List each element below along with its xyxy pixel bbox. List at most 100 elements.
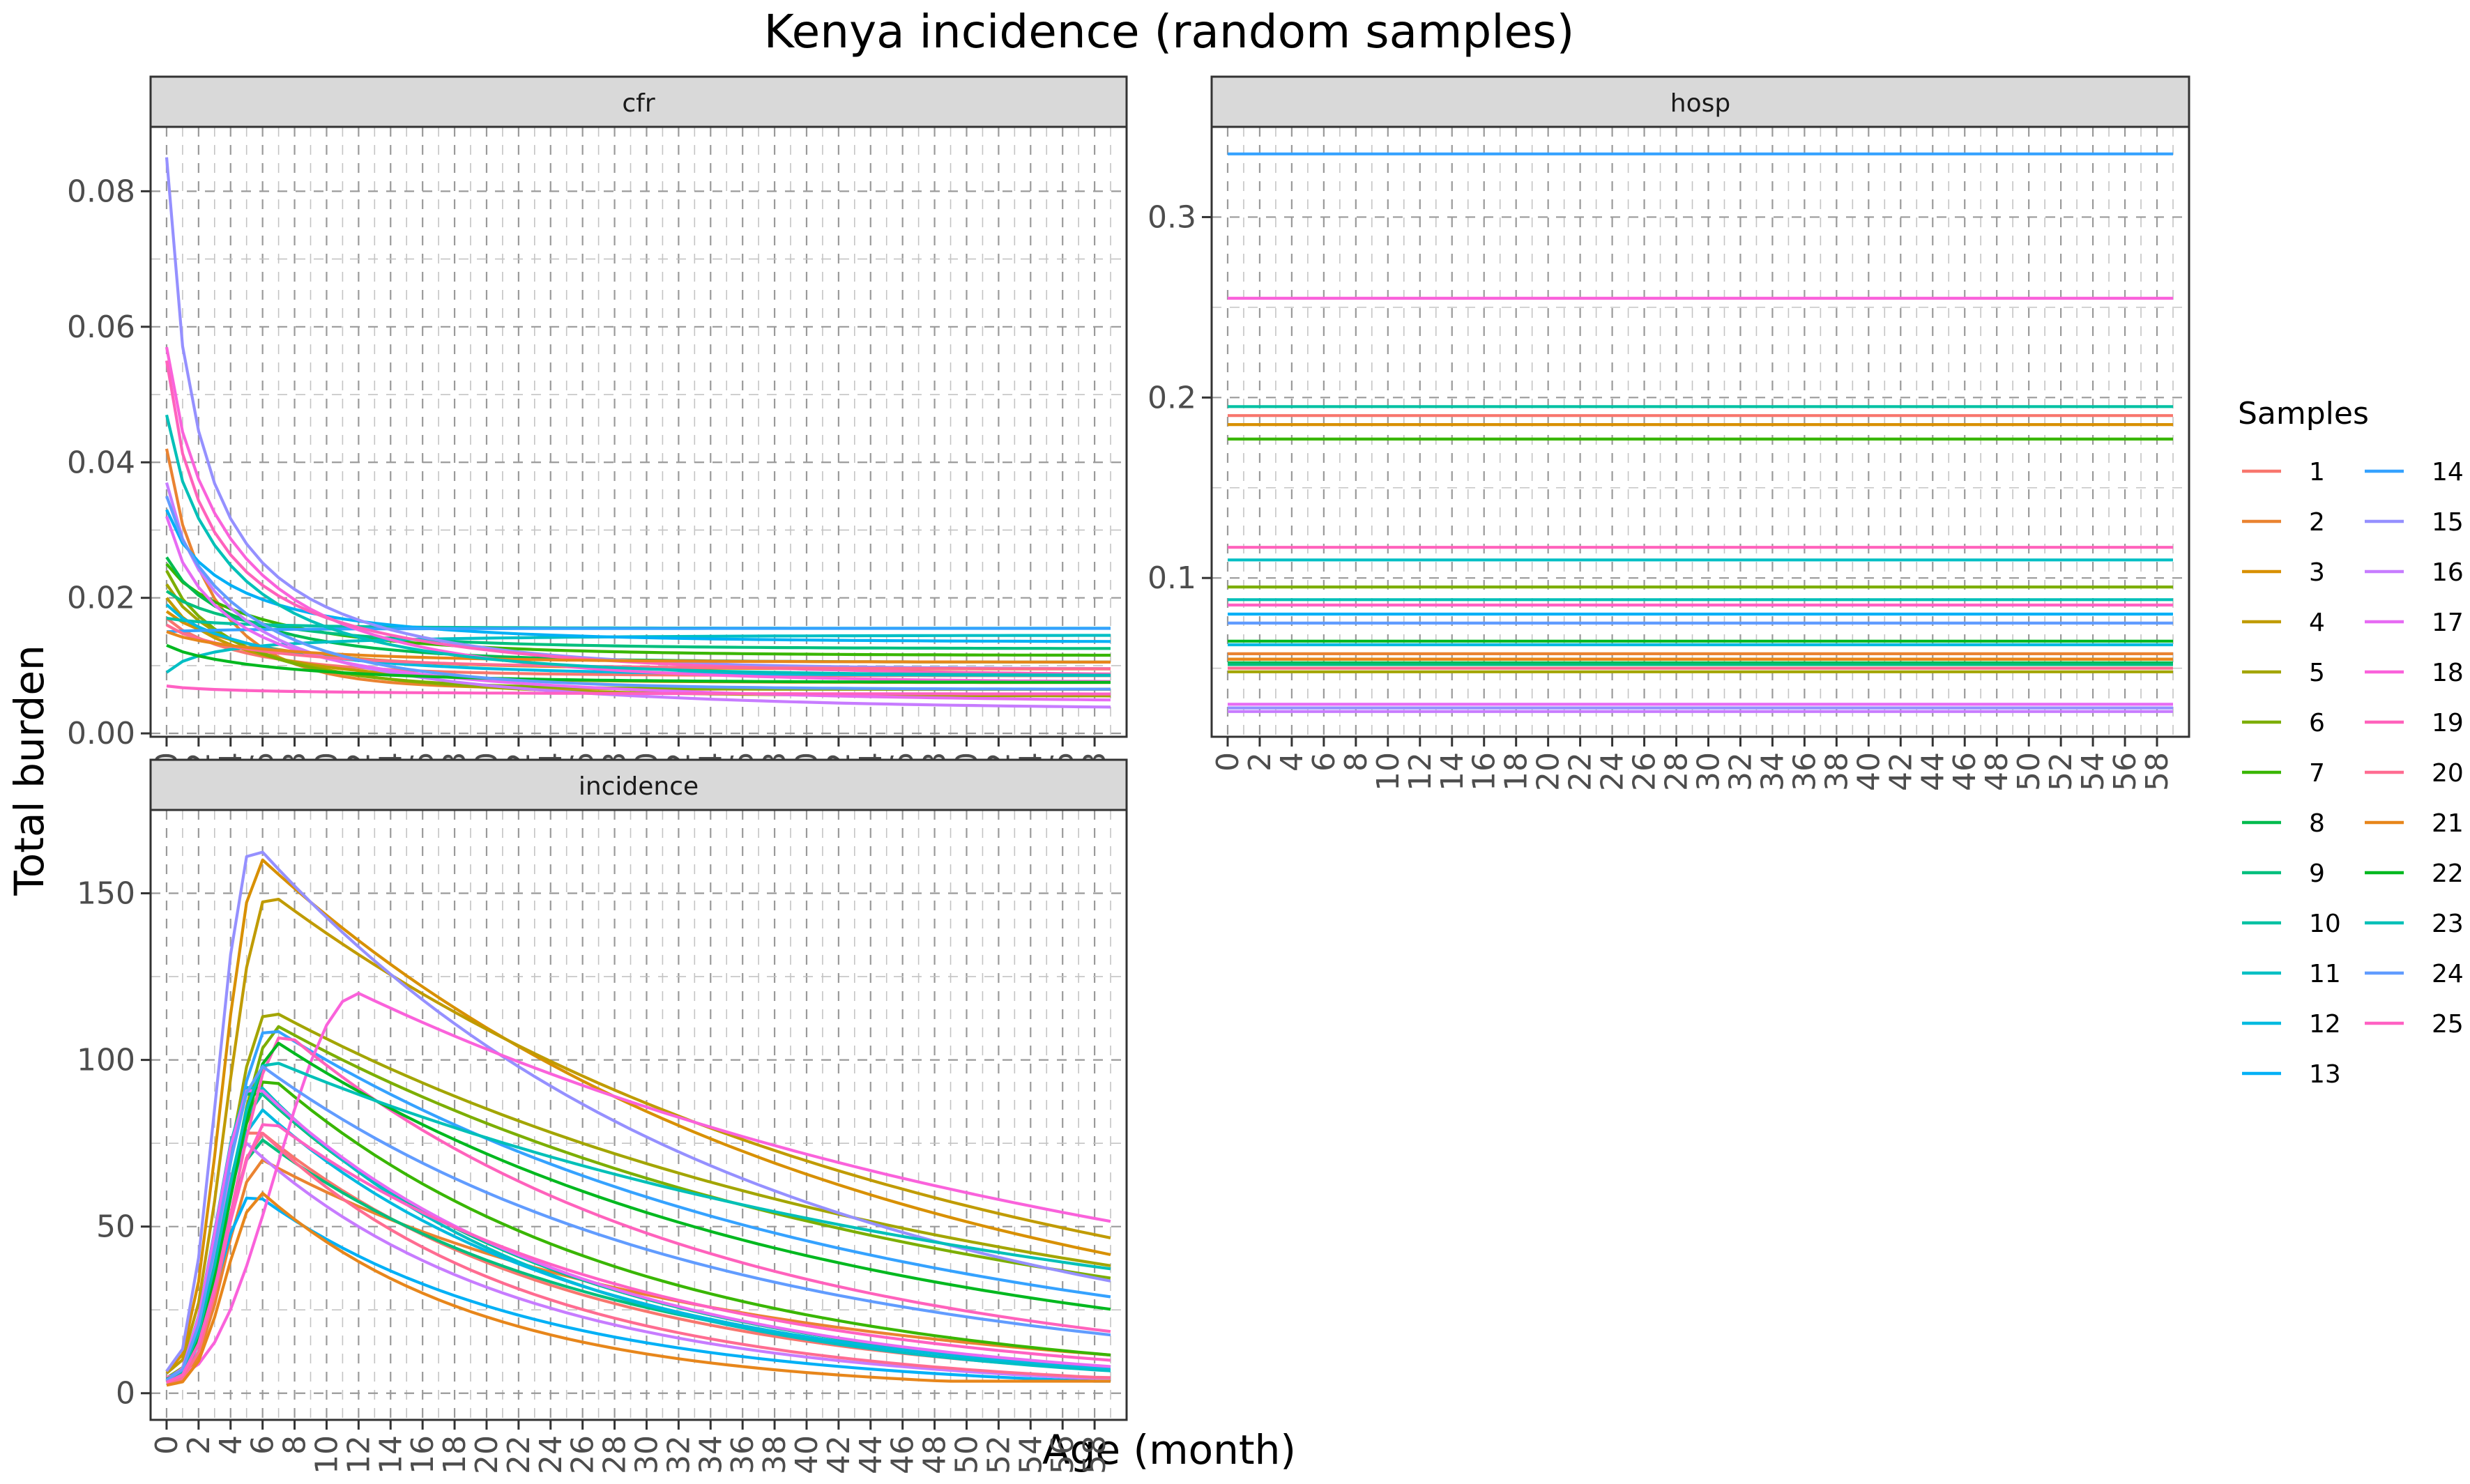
legend: Samples 12345678910111213141516171819202…: [2238, 396, 2464, 1089]
plot-area-hosp: [1212, 127, 2189, 737]
x-tick-label: 6: [1306, 752, 1342, 772]
x-tick-label: 52: [2043, 752, 2079, 791]
legend-item-13: 13: [2242, 1060, 2341, 1089]
legend-label: 2: [2309, 508, 2325, 537]
x-tick-label: 50: [2011, 752, 2047, 791]
x-tick-label: 44: [853, 1435, 889, 1474]
x-tick-label: 2: [181, 1435, 217, 1455]
y-axis-label: Total burden: [6, 645, 53, 896]
x-tick-label: 50: [949, 1435, 984, 1474]
series-line-incidence-18: [166, 991, 1111, 1379]
legend-items: 1234567891011121314151617181920212223242…: [2242, 458, 2464, 1089]
x-tick-label: 44: [1915, 752, 1951, 791]
x-axis-incidence: 0246810121416182022242628303234363840424…: [149, 1420, 1113, 1474]
legend-item-1: 1: [2242, 458, 2325, 487]
x-tick-label: 20: [1531, 752, 1566, 791]
x-tick-label: 38: [757, 1435, 793, 1474]
series-line-cfr-22: [166, 643, 1111, 684]
x-tick-label: 2: [1242, 752, 1278, 772]
y-tick-label: 150: [77, 876, 135, 912]
y-axis-cfr: 0.00 0.02 0.04 0.06 0.08: [67, 174, 151, 751]
series-line-incidence-13: [166, 1196, 1111, 1387]
legend-item-22: 22: [2365, 859, 2464, 888]
x-tick-label: 22: [501, 1435, 537, 1474]
x-tick-label: 42: [821, 1435, 857, 1474]
series-line-incidence-19: [166, 1036, 1111, 1381]
legend-label: 19: [2432, 709, 2464, 737]
y-tick-label: 0: [116, 1376, 135, 1412]
legend-label: 7: [2309, 759, 2325, 788]
x-tick-label: 26: [565, 1435, 601, 1474]
legend-label: 13: [2309, 1060, 2341, 1089]
x-tick-label: 30: [1691, 752, 1726, 791]
legend-label: 14: [2432, 458, 2464, 487]
series-line-incidence-5: [165, 1012, 1111, 1379]
x-tick-label: 4: [1274, 752, 1310, 772]
series-line-incidence-23: [165, 1062, 1111, 1382]
series-line-cfr-9: [165, 590, 1111, 650]
legend-title: Samples: [2238, 396, 2369, 431]
legend-item-6: 6: [2242, 709, 2325, 737]
plot-area-incidence: [151, 810, 1127, 1420]
legend-item-14: 14: [2365, 458, 2464, 487]
legend-label: 21: [2432, 809, 2464, 838]
panels-layer: cfr0.000.020.040.060.0802468101214161820…: [67, 75, 2190, 1474]
x-tick-label: 32: [661, 1435, 696, 1474]
legend-item-25: 25: [2365, 1010, 2464, 1039]
y-axis-incidence: 0 50 100 150: [77, 876, 151, 1412]
legend-item-5: 5: [2242, 659, 2325, 687]
legend-label: 9: [2309, 859, 2325, 888]
x-tick-label: 0: [149, 1435, 185, 1455]
series-hosp: [1228, 152, 2173, 713]
x-tick-label: 18: [1499, 752, 1534, 791]
x-tick-label: 34: [693, 1435, 729, 1474]
legend-label: 6: [2309, 709, 2325, 737]
y-tick-label: 0.08: [67, 174, 135, 209]
x-tick-label: 40: [789, 1435, 825, 1474]
series-line-incidence-7: [166, 1080, 1111, 1382]
legend-label: 12: [2309, 1010, 2341, 1039]
x-tick-label: 8: [1339, 752, 1374, 772]
legend-item-9: 9: [2242, 859, 2325, 888]
series-line-incidence-22: [166, 1041, 1111, 1381]
x-tick-label: 42: [1883, 752, 1919, 791]
legend-item-7: 7: [2242, 759, 2325, 788]
x-tick-label: 58: [1077, 1435, 1113, 1474]
legend-item-11: 11: [2242, 960, 2341, 988]
x-tick-label: 22: [1563, 752, 1599, 791]
x-tick-label: 16: [405, 1435, 441, 1474]
legend-item-16: 16: [2365, 558, 2464, 587]
series-incidence: [165, 850, 1111, 1387]
x-tick-label: 34: [1755, 752, 1790, 791]
x-tick-label: 46: [885, 1435, 921, 1474]
series-line-incidence-4: [165, 898, 1111, 1375]
legend-label: 22: [2432, 859, 2464, 888]
panel-cfr: cfr0.000.020.040.060.0802468101214161820…: [67, 75, 1128, 791]
x-tick-label: 54: [2075, 752, 2111, 791]
legend-label: 17: [2432, 609, 2464, 637]
x-tick-label: 30: [629, 1435, 664, 1474]
panel-strip-incidence: [149, 758, 1128, 811]
legend-label: 16: [2432, 558, 2464, 587]
x-tick-label: 26: [1627, 752, 1663, 791]
panel-incidence: incidence0501001500246810121416182022242…: [77, 758, 1128, 1474]
series-line-incidence-12: [165, 1108, 1111, 1384]
y-tick-label: 0.02: [67, 581, 135, 616]
legend-label: 10: [2309, 910, 2341, 938]
y-tick-label: 0.3: [1148, 199, 1196, 235]
legend-item-21: 21: [2365, 809, 2464, 838]
legend-label: 1: [2309, 458, 2325, 487]
legend-item-19: 19: [2365, 709, 2464, 737]
x-tick-label: 12: [1403, 752, 1438, 791]
x-tick-label: 24: [533, 1435, 569, 1474]
legend-label: 25: [2432, 1010, 2464, 1039]
x-tick-label: 14: [1435, 752, 1470, 791]
x-tick-label: 0: [1210, 752, 1246, 772]
series-line-incidence-17: [165, 1089, 1111, 1382]
gridlines-hosp: [1212, 126, 2189, 737]
series-line-cfr-23: [165, 414, 1111, 677]
y-tick-label: 100: [77, 1043, 135, 1078]
x-tick-label: 40: [1851, 752, 1886, 791]
